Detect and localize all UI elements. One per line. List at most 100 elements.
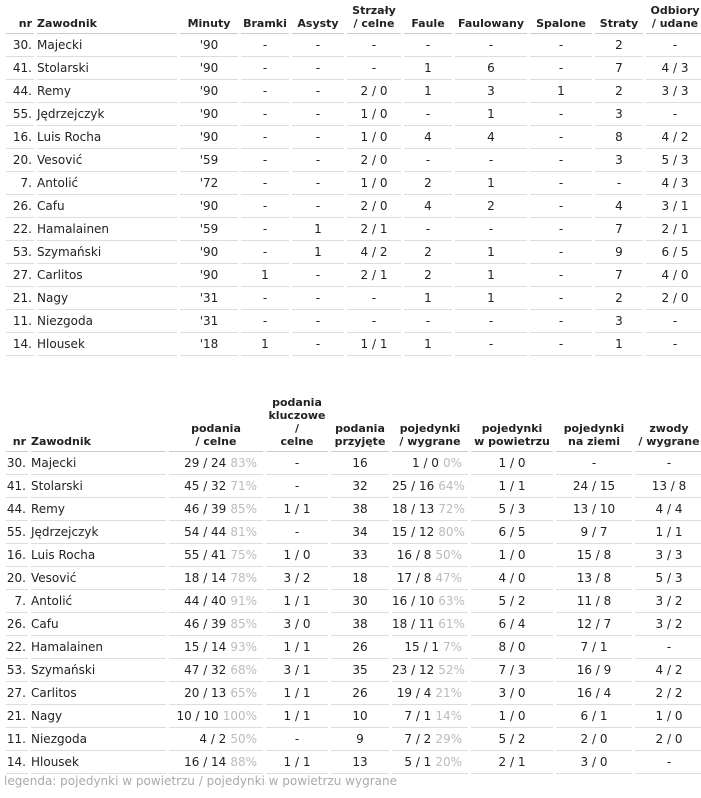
table-cell: 27.: [6, 264, 34, 287]
table-cell: 4: [595, 195, 643, 218]
table-cell: -: [646, 34, 701, 57]
table-cell: 6 / 5: [471, 521, 553, 544]
column-header: Zawodnik: [31, 396, 166, 452]
table-cell: 27.: [6, 682, 28, 705]
table-cell: 1: [404, 333, 452, 356]
table-cell: Stolarski: [37, 57, 177, 80]
table-cell: -: [241, 287, 289, 310]
table-cell: -: [292, 310, 344, 333]
cell-percent: 100%: [222, 709, 257, 723]
table-cell: 11 / 8: [556, 590, 632, 613]
cell-value: 29 / 24: [184, 456, 227, 470]
table-cell: 3 / 3: [646, 80, 701, 103]
table-cell: 38: [331, 613, 389, 636]
table-row: 20. Vesović 18 / 14 78% 3 / 2 18 17 / 8 47% 4 / …: [6, 567, 701, 590]
table-cell: -: [266, 521, 328, 544]
table-cell: 13 / 8: [556, 567, 632, 590]
table-cell: -: [455, 218, 527, 241]
table-cell: 1: [404, 57, 452, 80]
table-row: 27. Carlitos 20 / 13 65% 1 / 1 26 19 / 4 21% 3 /…: [6, 682, 701, 705]
table-cell: 30: [331, 590, 389, 613]
cell-percent: 80%: [438, 525, 465, 539]
table-cell: Cafu: [37, 195, 177, 218]
table-cell: 7 / 1 14%: [392, 705, 468, 728]
cell-value: 16 / 8: [396, 548, 432, 562]
table-cell: '31: [180, 287, 238, 310]
table-cell: -: [530, 126, 592, 149]
table-cell: 1 / 0: [471, 544, 553, 567]
table-cell: 8 / 0: [471, 636, 553, 659]
table-cell: 22.: [6, 218, 34, 241]
table-cell: 14.: [6, 333, 34, 356]
table-cell: 5 / 3: [646, 149, 701, 172]
table-cell: 3 / 0: [556, 751, 632, 774]
table-cell: 2 / 0: [347, 149, 401, 172]
table-cell: -: [347, 287, 401, 310]
table-cell: -: [241, 103, 289, 126]
table-cell: 1 / 0: [347, 103, 401, 126]
table-cell: -: [241, 241, 289, 264]
table-cell: 1: [455, 264, 527, 287]
table-cell: -: [292, 57, 344, 80]
cell-value: 44 / 40: [184, 594, 227, 608]
table-cell: 1 / 0: [347, 172, 401, 195]
table-cell: '90: [180, 195, 238, 218]
table-cell: 16 / 8 50%: [392, 544, 468, 567]
table-cell: Szymański: [31, 659, 166, 682]
table-row: 14. Hlousek 16 / 14 88% 1 / 1 13 5 / 1 20% 2 / 1…: [6, 751, 701, 774]
table-row: 41. Stolarski 45 / 32 71% -32 25 / 16 64% 1 / 1…: [6, 475, 701, 498]
table-cell: 4 / 0: [471, 567, 553, 590]
cell-value: 20 / 13: [184, 686, 227, 700]
table-cell: 13: [331, 751, 389, 774]
table-cell: 6 / 5: [646, 241, 701, 264]
table-cell: 2: [595, 80, 643, 103]
column-header: podania / celne: [169, 396, 263, 452]
table-cell: -: [530, 195, 592, 218]
table-cell: -: [635, 452, 701, 475]
table-cell: 32: [331, 475, 389, 498]
table-cell: 1 / 0: [266, 544, 328, 567]
table-cell: 1 / 0 0%: [392, 452, 468, 475]
table-cell: 17 / 8 47%: [392, 567, 468, 590]
cell-value: 16 / 10: [392, 594, 435, 608]
table-cell: Nagy: [37, 287, 177, 310]
table-cell: 9 / 7: [556, 521, 632, 544]
table-cell: 2 / 0: [556, 728, 632, 751]
table-cell: 1: [292, 241, 344, 264]
table-cell: 44.: [6, 80, 34, 103]
table-row: 30. Majecki '90- - - - - -2-: [6, 34, 701, 57]
table-cell: 33: [331, 544, 389, 567]
table-cell: 22.: [6, 636, 28, 659]
table-cell: -: [530, 103, 592, 126]
column-header: pojedynki w powietrzu: [471, 396, 553, 452]
column-header: Straty: [595, 4, 643, 34]
cell-value: 7 / 1: [404, 709, 432, 723]
table-cell: -: [241, 195, 289, 218]
table-cell: Luis Rocha: [37, 126, 177, 149]
table-cell: Cafu: [31, 613, 166, 636]
table-cell: 1: [241, 333, 289, 356]
table-cell: 2 / 0: [347, 80, 401, 103]
legend: legenda: pojedynki w powietrzu / pojedyn…: [4, 774, 397, 788]
table-cell: 6: [455, 57, 527, 80]
table-cell: 7 / 1: [556, 636, 632, 659]
cell-percent: 65%: [230, 686, 257, 700]
table-cell: -: [530, 149, 592, 172]
column-header: Spalone: [530, 4, 592, 34]
table-cell: '90: [180, 57, 238, 80]
table-cell: 4 / 3: [646, 57, 701, 80]
table-cell: 46 / 39 85%: [169, 613, 263, 636]
table-cell: 7: [595, 264, 643, 287]
table-cell: 18: [331, 567, 389, 590]
table-cell: 2: [455, 195, 527, 218]
table-cell: 16.: [6, 544, 28, 567]
table-cell: '72: [180, 172, 238, 195]
table-cell: 4 / 2: [635, 659, 701, 682]
table-cell: 1: [455, 287, 527, 310]
table-cell: 15 / 1 7%: [392, 636, 468, 659]
table-cell: Luis Rocha: [31, 544, 166, 567]
